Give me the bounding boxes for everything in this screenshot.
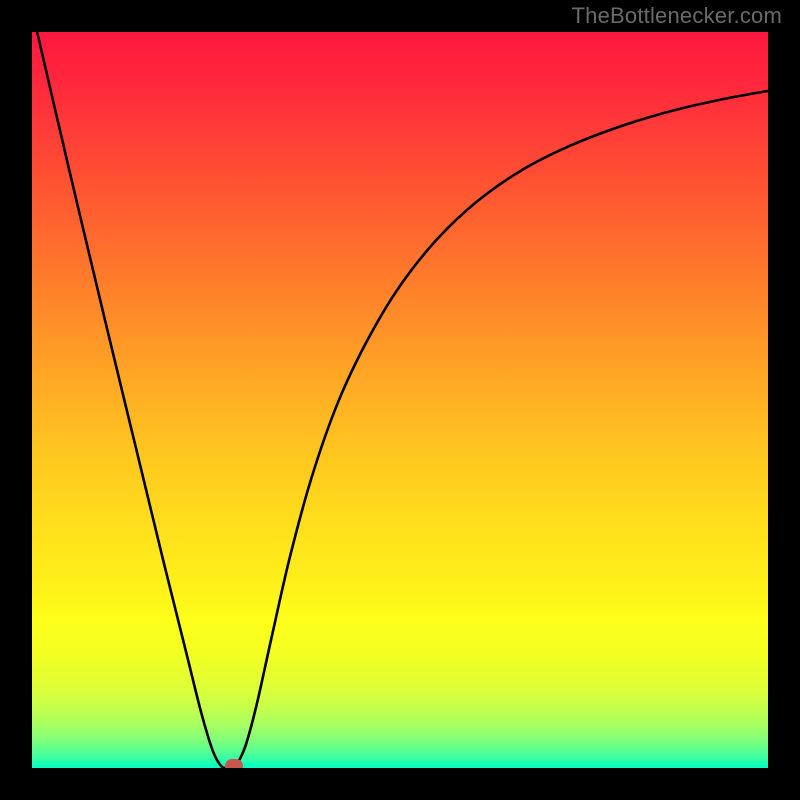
chart-container: TheBottlenecker.com bbox=[0, 0, 800, 800]
bottleneck-curve bbox=[32, 32, 768, 768]
curve-svg bbox=[32, 32, 768, 768]
optimum-marker bbox=[225, 759, 243, 768]
plot-area bbox=[32, 32, 768, 768]
watermark-text: TheBottlenecker.com bbox=[572, 3, 782, 29]
